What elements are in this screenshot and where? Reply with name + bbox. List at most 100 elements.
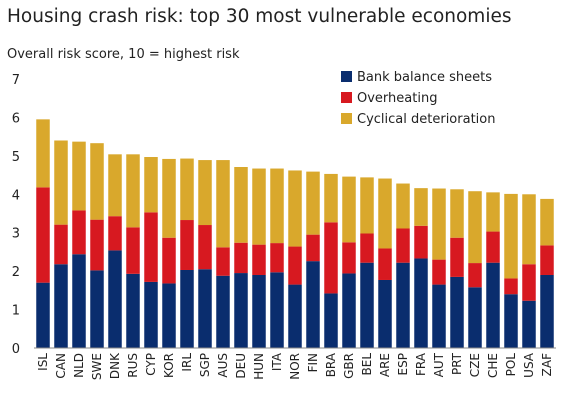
bar-segment bbox=[450, 276, 464, 348]
bar-segment bbox=[360, 262, 374, 348]
x-tick-label: POL bbox=[504, 353, 518, 377]
y-tick-label: 5 bbox=[12, 150, 20, 165]
x-tick-label: CYP bbox=[144, 353, 158, 376]
bar-segment bbox=[378, 178, 392, 249]
legend-swatch bbox=[341, 92, 352, 103]
x-tick-label: ITA bbox=[270, 352, 284, 371]
x-tick-label: DEU bbox=[234, 353, 248, 379]
x-tick-label: AUS bbox=[216, 353, 230, 378]
bar-segment bbox=[144, 212, 158, 282]
bar-segment bbox=[504, 193, 518, 279]
legend: Bank balance sheets Overheating Cyclical d… bbox=[341, 70, 495, 127]
bar-segment bbox=[486, 231, 500, 263]
bar-segment bbox=[288, 284, 302, 348]
bar-segment bbox=[414, 258, 428, 348]
y-tick-label: 3 bbox=[12, 227, 20, 242]
bar-segment bbox=[342, 176, 356, 243]
bar-segment bbox=[270, 243, 284, 273]
bar-segment bbox=[522, 300, 536, 348]
bar-segment bbox=[234, 167, 248, 243]
bar-segment bbox=[126, 154, 140, 228]
x-tick-label: NOR bbox=[288, 353, 302, 380]
bar-segment bbox=[360, 233, 374, 263]
bar-segment bbox=[342, 273, 356, 348]
x-tick-label: DNK bbox=[108, 352, 122, 379]
bar-segment bbox=[198, 160, 212, 226]
bar-segment bbox=[180, 269, 194, 348]
bar-segment bbox=[180, 158, 194, 221]
x-tick-label: PRT bbox=[450, 352, 464, 375]
legend-label: Cyclical deterioration bbox=[357, 112, 495, 127]
bar-segment bbox=[414, 225, 428, 259]
bar-segment bbox=[540, 198, 554, 246]
legend-swatch bbox=[341, 113, 352, 124]
bar-segment bbox=[198, 225, 212, 270]
bar-segment bbox=[306, 171, 320, 235]
bar-segment bbox=[126, 273, 140, 348]
bar-segment bbox=[504, 294, 518, 348]
bar-segment bbox=[468, 263, 482, 288]
bar-segment bbox=[540, 245, 554, 275]
bar-segment bbox=[234, 273, 248, 348]
y-tick-label: 7 bbox=[12, 73, 20, 88]
bar-segment bbox=[342, 242, 356, 274]
y-tick-label: 1 bbox=[12, 304, 20, 319]
bar-segment bbox=[396, 183, 410, 229]
bar-segment bbox=[324, 222, 338, 294]
y-axis: 0 1 2 3 4 5 6 7 bbox=[12, 73, 20, 357]
bar-segment bbox=[216, 160, 230, 248]
bar-segment bbox=[90, 219, 104, 271]
x-tick-label: NLD bbox=[72, 353, 86, 378]
bar-segment bbox=[396, 262, 410, 348]
bar-segment bbox=[288, 170, 302, 247]
bar-segment bbox=[180, 220, 194, 270]
x-tick-label: SWE bbox=[90, 353, 104, 380]
x-tick-label: IRL bbox=[180, 353, 194, 372]
x-tick-label: RUS bbox=[126, 353, 140, 378]
bar-segment bbox=[108, 216, 122, 251]
bar-segment bbox=[378, 279, 392, 348]
bar-segment bbox=[270, 272, 284, 348]
bar-segment bbox=[504, 278, 518, 295]
bar-segment bbox=[432, 259, 446, 285]
bar-segment bbox=[216, 275, 230, 348]
bar-segment bbox=[54, 140, 68, 225]
bar-segment bbox=[432, 188, 446, 260]
x-tick-label: CHE bbox=[486, 353, 500, 378]
bar-segment bbox=[36, 119, 50, 188]
bar-segment bbox=[108, 250, 122, 348]
x-tick-label: CAN bbox=[54, 353, 68, 379]
bar-segment bbox=[522, 264, 536, 301]
x-tick-label: CZE bbox=[468, 353, 482, 377]
bar-segment bbox=[450, 237, 464, 277]
bar-segment bbox=[486, 192, 500, 232]
bar-segment bbox=[234, 242, 248, 274]
bar-segment bbox=[486, 262, 500, 348]
legend-label: Bank balance sheets bbox=[357, 70, 492, 85]
y-tick-label: 0 bbox=[12, 342, 20, 357]
x-tick-label: ISL bbox=[36, 353, 50, 371]
bar-segment bbox=[306, 261, 320, 348]
bar-segment bbox=[324, 293, 338, 348]
bar-segment bbox=[72, 210, 86, 255]
x-tick-label: BEL bbox=[360, 353, 374, 376]
bar-segment bbox=[450, 189, 464, 238]
bar-segment bbox=[72, 141, 86, 211]
bar-segment bbox=[360, 177, 374, 234]
bar-segment bbox=[36, 282, 50, 348]
bar-segment bbox=[162, 158, 176, 238]
bar-segment bbox=[198, 269, 212, 348]
x-tick-label: AUT bbox=[432, 352, 446, 377]
bar-segment bbox=[90, 143, 104, 220]
x-tick-label: GBR bbox=[342, 353, 356, 379]
bar-segment bbox=[252, 168, 266, 245]
bar-segment bbox=[378, 248, 392, 280]
bar-segment bbox=[54, 224, 68, 265]
bar-segment bbox=[162, 237, 176, 284]
x-tick-label: USA bbox=[522, 352, 536, 378]
bar-segment bbox=[270, 168, 284, 244]
legend-label: Overheating bbox=[357, 91, 437, 106]
bar-segment bbox=[144, 157, 158, 213]
legend-swatch bbox=[341, 71, 352, 82]
